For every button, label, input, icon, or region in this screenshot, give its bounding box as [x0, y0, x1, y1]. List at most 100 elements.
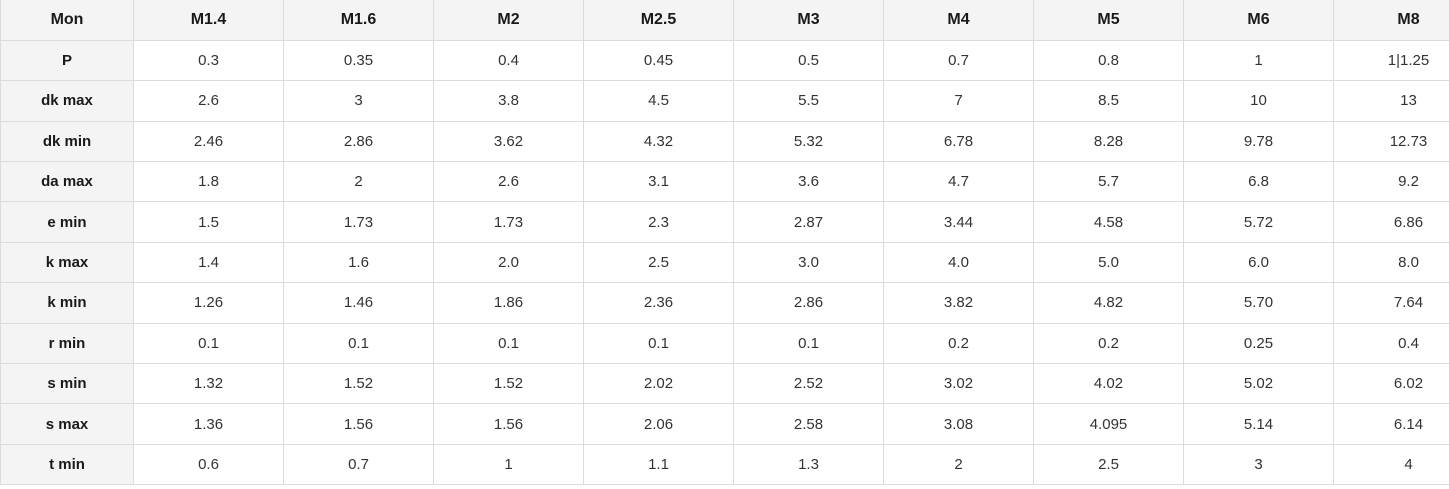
header-cell: M2	[433, 0, 584, 41]
data-cell: 3.44	[883, 201, 1034, 243]
data-cell: 7	[883, 80, 1034, 122]
data-cell: 1.32	[133, 363, 284, 405]
data-cell: 0.4	[433, 40, 584, 82]
row-label-cell: e min	[0, 201, 134, 243]
data-cell: 0.1	[283, 323, 434, 365]
data-cell: 0.6	[133, 444, 284, 486]
data-cell: 6.78	[883, 121, 1034, 163]
data-cell: 2.6	[433, 161, 584, 203]
data-cell: 1|1.25	[1333, 40, 1449, 82]
data-cell: 0.4	[1333, 323, 1449, 365]
table-row: k max 1.4 1.6 2.0 2.5 3.0 4.0 5.0 6.0 8.0	[0, 242, 1449, 284]
data-cell: 3	[283, 80, 434, 122]
data-cell: 2.5	[583, 242, 734, 284]
data-cell: 2.02	[583, 363, 734, 405]
data-cell: 3	[1183, 444, 1334, 486]
data-cell: 1.5	[133, 201, 284, 243]
header-cell: M3	[733, 0, 884, 41]
data-cell: 2.5	[1033, 444, 1184, 486]
header-cell: M8	[1333, 0, 1449, 41]
data-cell: 3.62	[433, 121, 584, 163]
data-cell: 4.32	[583, 121, 734, 163]
data-cell: 12.73	[1333, 121, 1449, 163]
data-cell: 1.1	[583, 444, 734, 486]
data-cell: 2.58	[733, 403, 884, 445]
row-label-cell: k max	[0, 242, 134, 284]
row-label-cell: s max	[0, 403, 134, 445]
data-cell: 1.52	[283, 363, 434, 405]
header-cell: M4	[883, 0, 1034, 41]
table-row: P 0.3 0.35 0.4 0.45 0.5 0.7 0.8 1 1|1.25	[0, 40, 1449, 82]
data-cell: 0.25	[1183, 323, 1334, 365]
data-cell: 8.5	[1033, 80, 1184, 122]
data-cell: 6.86	[1333, 201, 1449, 243]
data-cell: 1.6	[283, 242, 434, 284]
data-cell: 4.095	[1033, 403, 1184, 445]
header-cell: M1.6	[283, 0, 434, 41]
data-cell: 2.52	[733, 363, 884, 405]
data-cell: 2.86	[283, 121, 434, 163]
data-cell: 1.73	[433, 201, 584, 243]
table-row: t min 0.6 0.7 1 1.1 1.3 2 2.5 3 4	[0, 444, 1449, 486]
table-row: s min 1.32 1.52 1.52 2.02 2.52 3.02 4.02 5.02 6.0…	[0, 363, 1449, 405]
table-row: dk max 2.6 3 3.8 4.5 5.5 7 8.5 10 13	[0, 80, 1449, 122]
row-label-cell: s min	[0, 363, 134, 405]
data-cell: 0.2	[883, 323, 1034, 365]
data-cell: 4.5	[583, 80, 734, 122]
data-cell: 4.0	[883, 242, 1034, 284]
data-cell: 5.72	[1183, 201, 1334, 243]
data-cell: 7.64	[1333, 282, 1449, 324]
data-cell: 1.56	[283, 403, 434, 445]
data-cell: 3.8	[433, 80, 584, 122]
data-cell: 8.0	[1333, 242, 1449, 284]
row-label-cell: r min	[0, 323, 134, 365]
data-cell: 5.7	[1033, 161, 1184, 203]
data-cell: 1.46	[283, 282, 434, 324]
data-cell: 5.5	[733, 80, 884, 122]
data-cell: 5.14	[1183, 403, 1334, 445]
data-cell: 4.02	[1033, 363, 1184, 405]
data-cell: 0.1	[133, 323, 284, 365]
data-cell: 10	[1183, 80, 1334, 122]
data-cell: 1.86	[433, 282, 584, 324]
data-cell: 0.1	[733, 323, 884, 365]
row-label-cell: da max	[0, 161, 134, 203]
data-cell: 1	[1183, 40, 1334, 82]
data-cell: 3.1	[583, 161, 734, 203]
data-cell: 2	[283, 161, 434, 203]
row-label-cell: P	[0, 40, 134, 82]
data-cell: 1.8	[133, 161, 284, 203]
header-cell: M5	[1033, 0, 1184, 41]
data-cell: 4.58	[1033, 201, 1184, 243]
table-row: da max 1.8 2 2.6 3.1 3.6 4.7 5.7 6.8 9.2	[0, 161, 1449, 203]
data-cell: 1.3	[733, 444, 884, 486]
table-row: s max 1.36 1.56 1.56 2.06 2.58 3.08 4.095 5.14 6.…	[0, 403, 1449, 445]
table-row: r min 0.1 0.1 0.1 0.1 0.1 0.2 0.2 0.25 0.4	[0, 323, 1449, 365]
data-cell: 1	[433, 444, 584, 486]
data-cell: 2.3	[583, 201, 734, 243]
data-cell: 0.7	[883, 40, 1034, 82]
table-body: P 0.3 0.35 0.4 0.45 0.5 0.7 0.8 1 1|1.25 dk max 2.6…	[0, 40, 1449, 486]
data-cell: 6.14	[1333, 403, 1449, 445]
data-cell: 9.78	[1183, 121, 1334, 163]
data-cell: 5.0	[1033, 242, 1184, 284]
data-cell: 0.1	[433, 323, 584, 365]
data-cell: 0.1	[583, 323, 734, 365]
data-cell: 0.8	[1033, 40, 1184, 82]
table-row: k min 1.26 1.46 1.86 2.36 2.86 3.82 4.82 5.70 7.6…	[0, 282, 1449, 324]
corner-header-cell: Mon	[0, 0, 134, 41]
data-cell: 4	[1333, 444, 1449, 486]
header-cell: M1.4	[133, 0, 284, 41]
data-cell: 0.5	[733, 40, 884, 82]
data-cell: 5.02	[1183, 363, 1334, 405]
table-header-row: Mon M1.4 M1.6 M2 M2.5 M3 M4 M5 M6 M8	[0, 0, 1449, 41]
data-cell: 1.56	[433, 403, 584, 445]
header-row: Mon M1.4 M1.6 M2 M2.5 M3 M4 M5 M6 M8	[0, 0, 1449, 41]
data-cell: 2.0	[433, 242, 584, 284]
row-label-cell: k min	[0, 282, 134, 324]
data-cell: 2.36	[583, 282, 734, 324]
data-cell: 4.82	[1033, 282, 1184, 324]
data-cell: 5.32	[733, 121, 884, 163]
